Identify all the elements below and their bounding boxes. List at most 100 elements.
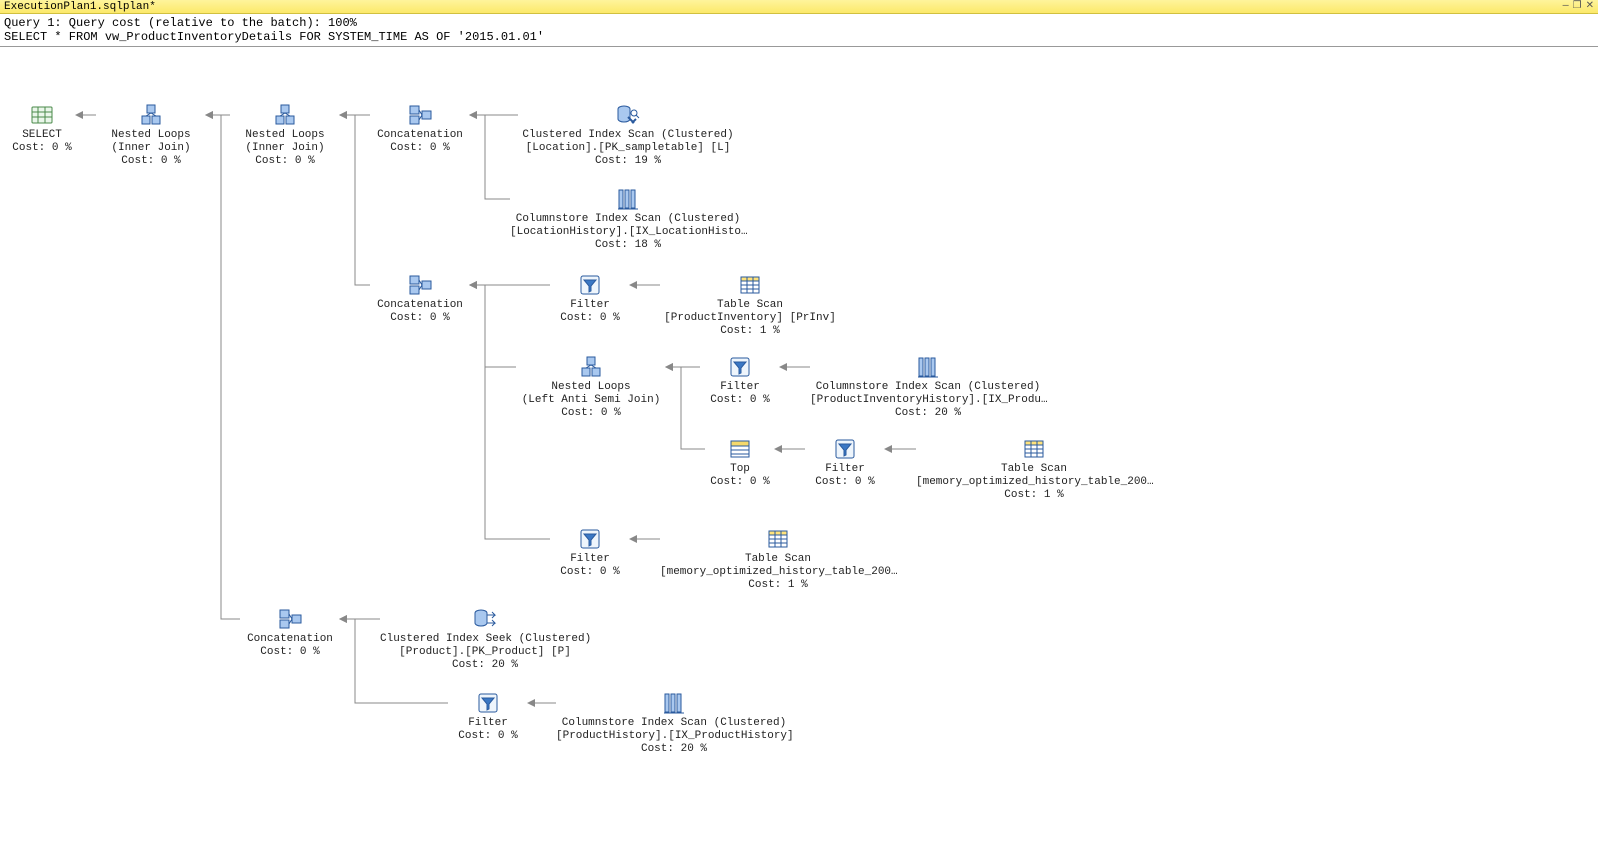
- plan-node-filter5[interactable]: FilterCost: 0 %: [448, 691, 528, 743]
- edge-concat2-to-nl2: [340, 115, 370, 285]
- window-controls: — ❐ ✕: [1563, 0, 1594, 13]
- node-sublabel: [ProductHistory].[IX_ProductHistory]: [556, 730, 792, 743]
- plan-node-nl2[interactable]: Nested Loops(Inner Join)Cost: 0 %: [230, 103, 340, 168]
- plan-node-ciseek[interactable]: Clustered Index Seek (Clustered)[Product…: [380, 607, 590, 672]
- top-icon: [728, 437, 752, 461]
- node-cost: Cost: 1 %: [660, 325, 840, 338]
- edge-concat3-to-nl1: [206, 115, 240, 619]
- plan-node-filter4[interactable]: FilterCost: 0 %: [550, 527, 630, 579]
- close-icon[interactable]: ✕: [1586, 0, 1594, 13]
- node-sublabel: (Inner Join): [96, 142, 206, 155]
- node-sublabel: [ProductInventoryHistory].[IX_Produ…: [810, 394, 1046, 407]
- node-sublabel: Cost: 0 %: [700, 394, 780, 407]
- node-label: Table Scan: [660, 553, 896, 566]
- node-label: Filter: [550, 553, 630, 566]
- node-cost: Cost: 1 %: [660, 579, 896, 592]
- concat-icon: [408, 103, 432, 127]
- node-label: Columnstore Index Scan (Clustered): [510, 213, 746, 226]
- query-header: Query 1: Query cost (relative to the bat…: [0, 14, 1598, 47]
- plan-canvas[interactable]: SELECTCost: 0 %Nested Loops(Inner Join)C…: [0, 47, 1598, 857]
- colidx-icon: [662, 691, 686, 715]
- plan-node-filter3[interactable]: FilterCost: 0 %: [805, 437, 885, 489]
- plan-node-tscan1[interactable]: Table Scan[ProductInventory] [PrInv]Cost…: [660, 273, 840, 338]
- plan-node-concat3[interactable]: ConcatenationCost: 0 %: [240, 607, 340, 659]
- node-sublabel: [memory_optimized_history_table_200…: [660, 566, 896, 579]
- plan-node-concat1[interactable]: ConcatenationCost: 0 %: [370, 103, 470, 155]
- select-icon: [30, 103, 54, 127]
- filter-icon: [728, 355, 752, 379]
- node-label: Concatenation: [370, 299, 470, 312]
- node-sublabel: [memory_optimized_history_table_200…: [916, 476, 1152, 489]
- node-sublabel: [ProductInventory] [PrInv]: [660, 312, 840, 325]
- loops-icon: [273, 103, 297, 127]
- node-cost: Cost: 18 %: [510, 239, 746, 252]
- edge-nl3-to-concat2: [470, 285, 516, 367]
- edges-layer: [0, 47, 1598, 857]
- node-cost: Cost: 1 %: [916, 489, 1152, 502]
- node-cost: Cost: 0 %: [96, 155, 206, 168]
- node-sublabel: [Location].[PK_sampletable] [L]: [518, 142, 738, 155]
- node-label: Columnstore Index Scan (Clustered): [810, 381, 1046, 394]
- edge-colscan1-to-concat1: [470, 115, 510, 199]
- minimize-icon[interactable]: —: [1563, 0, 1569, 13]
- node-label: Clustered Index Seek (Clustered): [380, 633, 590, 646]
- node-label: Filter: [550, 299, 630, 312]
- plan-node-colscan3[interactable]: Columnstore Index Scan (Clustered)[Produ…: [556, 691, 792, 756]
- node-sublabel: Cost: 0 %: [8, 142, 76, 155]
- table-icon: [766, 527, 790, 551]
- cidx-icon: [616, 103, 640, 127]
- node-cost: Cost: 20 %: [556, 743, 792, 756]
- node-label: Nested Loops: [230, 129, 340, 142]
- node-label: Table Scan: [660, 299, 840, 312]
- node-label: Nested Loops: [96, 129, 206, 142]
- plan-node-select[interactable]: SELECTCost: 0 %: [8, 103, 76, 155]
- node-sublabel: Cost: 0 %: [370, 312, 470, 325]
- node-sublabel: Cost: 0 %: [805, 476, 885, 489]
- restore-icon[interactable]: ❐: [1573, 0, 1582, 13]
- plan-node-tscan2[interactable]: Table Scan[memory_optimized_history_tabl…: [916, 437, 1152, 502]
- concat-icon: [278, 607, 302, 631]
- plan-node-colscan1[interactable]: Columnstore Index Scan (Clustered)[Locat…: [510, 187, 746, 252]
- node-sublabel: Cost: 0 %: [705, 476, 775, 489]
- node-sublabel: Cost: 0 %: [448, 730, 528, 743]
- node-sublabel: (Left Anti Semi Join): [516, 394, 666, 407]
- node-label: Concatenation: [370, 129, 470, 142]
- node-cost: Cost: 0 %: [516, 407, 666, 420]
- node-label: Filter: [448, 717, 528, 730]
- colidx-icon: [916, 355, 940, 379]
- node-cost: Cost: 20 %: [380, 659, 590, 672]
- plan-node-tscan3[interactable]: Table Scan[memory_optimized_history_tabl…: [660, 527, 896, 592]
- plan-node-nl1[interactable]: Nested Loops(Inner Join)Cost: 0 %: [96, 103, 206, 168]
- table-icon: [738, 273, 762, 297]
- node-label: Concatenation: [240, 633, 340, 646]
- node-sublabel: Cost: 0 %: [370, 142, 470, 155]
- plan-node-nl3[interactable]: Nested Loops(Left Anti Semi Join)Cost: 0…: [516, 355, 666, 420]
- filter-icon: [578, 273, 602, 297]
- node-label: Filter: [805, 463, 885, 476]
- loops-icon: [139, 103, 163, 127]
- plan-node-filter1[interactable]: FilterCost: 0 %: [550, 273, 630, 325]
- plan-node-concat2[interactable]: ConcatenationCost: 0 %: [370, 273, 470, 325]
- plan-node-colscan2[interactable]: Columnstore Index Scan (Clustered)[Produ…: [810, 355, 1046, 420]
- plan-node-top[interactable]: TopCost: 0 %: [705, 437, 775, 489]
- node-label: Top: [705, 463, 775, 476]
- node-label: SELECT: [8, 129, 76, 142]
- node-sublabel: Cost: 0 %: [550, 312, 630, 325]
- node-label: Table Scan: [916, 463, 1152, 476]
- concat-icon: [408, 273, 432, 297]
- filter-icon: [578, 527, 602, 551]
- node-sublabel: Cost: 0 %: [240, 646, 340, 659]
- node-cost: Cost: 19 %: [518, 155, 738, 168]
- node-label: Clustered Index Scan (Clustered): [518, 129, 738, 142]
- table-icon: [1022, 437, 1046, 461]
- node-sublabel: [LocationHistory].[IX_LocationHisto…: [510, 226, 746, 239]
- node-sublabel: [Product].[PK_Product] [P]: [380, 646, 590, 659]
- plan-node-cis1[interactable]: Clustered Index Scan (Clustered)[Locatio…: [518, 103, 738, 168]
- plan-node-filter2[interactable]: FilterCost: 0 %: [700, 355, 780, 407]
- filter-icon: [833, 437, 857, 461]
- query-sql: SELECT * FROM vw_ProductInventoryDetails…: [4, 30, 1594, 44]
- colidx-icon: [616, 187, 640, 211]
- node-label: Nested Loops: [516, 381, 666, 394]
- tab-title[interactable]: ExecutionPlan1.sqlplan*: [4, 0, 156, 13]
- filter-icon: [476, 691, 500, 715]
